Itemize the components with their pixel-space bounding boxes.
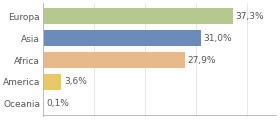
Text: 27,9%: 27,9% — [188, 55, 216, 65]
Text: 0,1%: 0,1% — [46, 99, 69, 108]
Bar — [43, 8, 233, 24]
Bar — [43, 74, 61, 90]
Bar — [43, 30, 201, 46]
Text: 31,0%: 31,0% — [203, 34, 232, 43]
Text: 3,6%: 3,6% — [64, 77, 87, 86]
Bar — [43, 52, 185, 68]
Text: 37,3%: 37,3% — [235, 12, 264, 21]
